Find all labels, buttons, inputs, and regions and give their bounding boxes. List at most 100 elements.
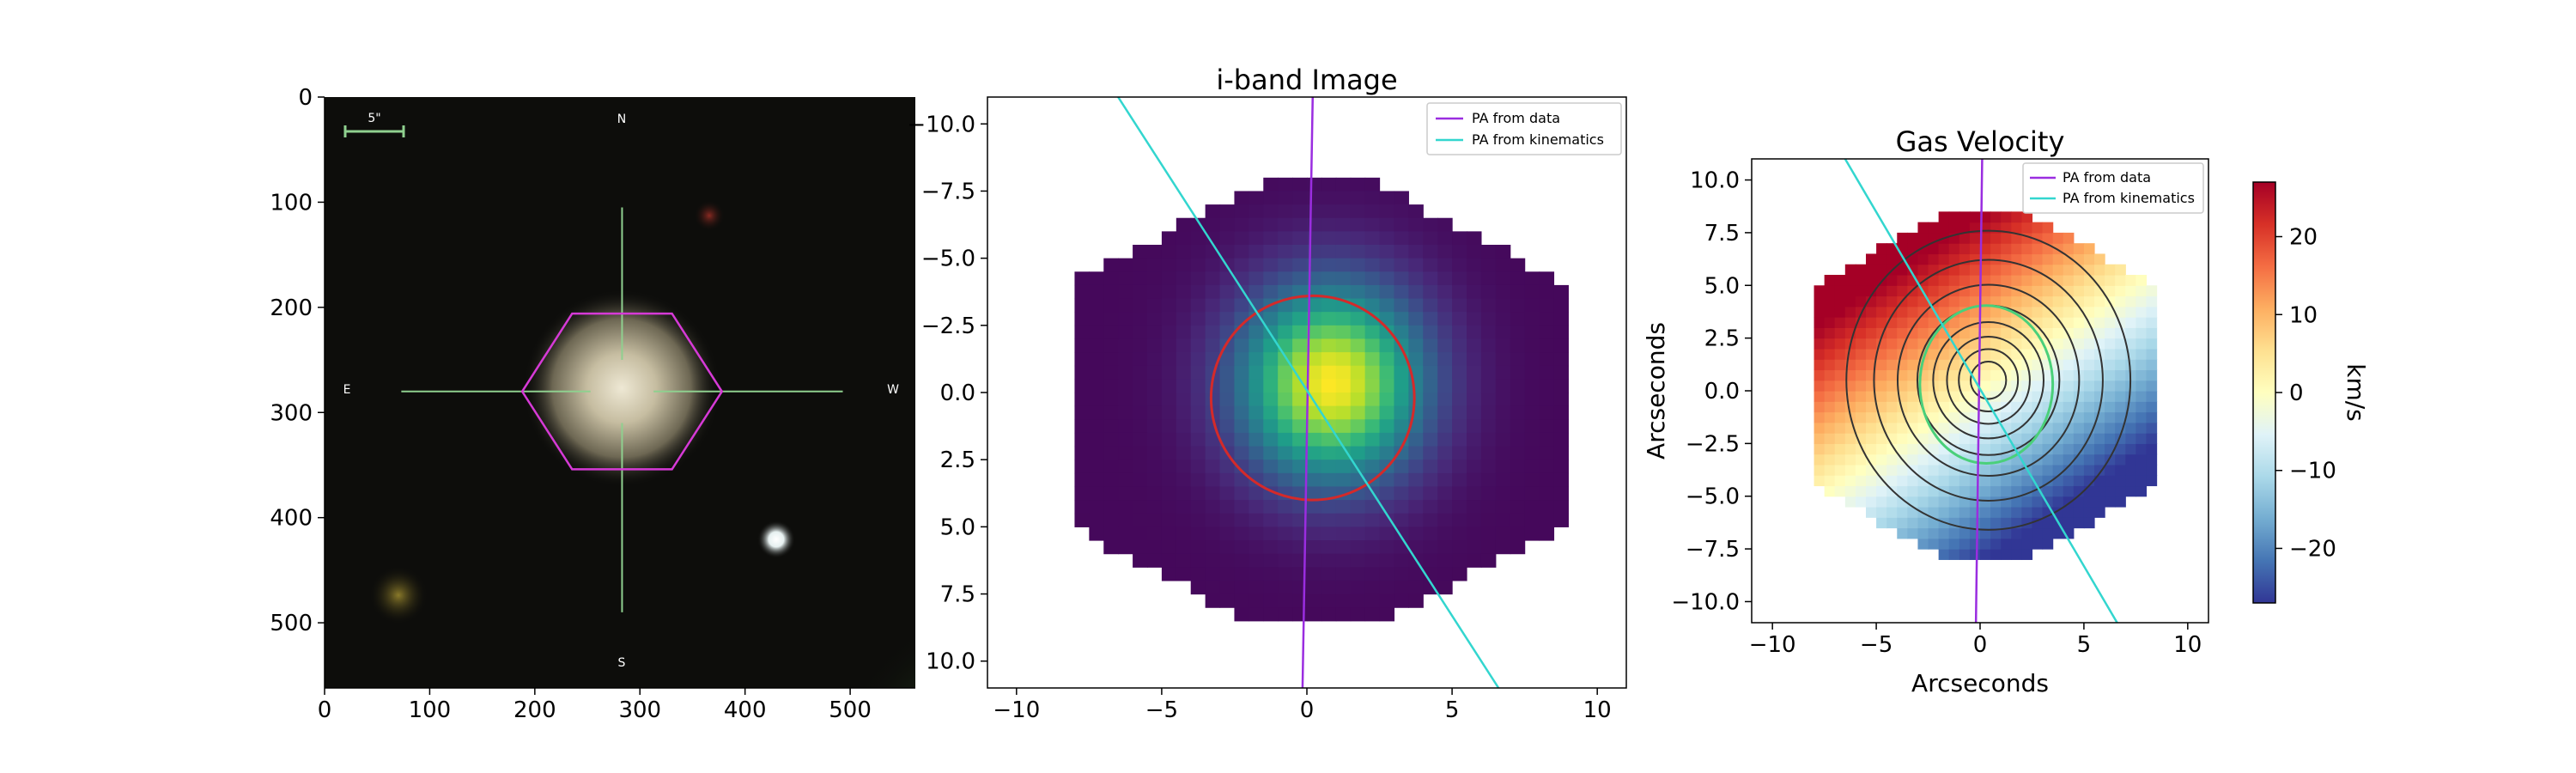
iband-pixel <box>1089 312 1104 326</box>
iband-pixel <box>1205 258 1221 272</box>
velocity-pixel <box>1928 507 1940 518</box>
iband-pixel <box>1263 567 1279 581</box>
iband-pixel <box>1161 365 1177 380</box>
velocity-pixel <box>1990 285 2002 297</box>
iband-pixel <box>1350 472 1366 488</box>
velocity-pixel <box>1928 401 1940 413</box>
velocity-pixel <box>2042 285 2054 297</box>
velocity-pixel <box>1928 275 1940 286</box>
velocity-pixel <box>2115 285 2126 297</box>
velocity-pixel <box>1866 264 1877 276</box>
iband-pixel <box>1219 298 1236 313</box>
velocity-pixel <box>2052 253 2064 265</box>
iband-pixel <box>1423 580 1438 595</box>
iband-pixel <box>1234 540 1249 555</box>
compass-south: S <box>618 656 626 670</box>
velocity-pixel <box>2001 264 2012 276</box>
iband-pixel <box>1190 540 1206 555</box>
velocity-pixel <box>1969 475 1981 487</box>
velocity-pixel <box>2011 275 2022 286</box>
velocity-pixel <box>2052 338 2064 350</box>
iband-pixel <box>1133 312 1148 326</box>
velocity-pixel <box>2073 391 2085 402</box>
velocity-pixel <box>2083 359 2095 371</box>
velocity-pixel <box>2136 391 2148 402</box>
iband-pixel <box>1133 352 1148 367</box>
velocity-pixel <box>1907 264 1919 276</box>
iband-pixel <box>1103 526 1119 541</box>
iband-pixel <box>1118 460 1133 474</box>
iband-pixel <box>1350 393 1366 407</box>
velocity-pixel <box>1824 327 1836 339</box>
iband-pixel <box>1219 245 1236 259</box>
velocity-pixel <box>1814 433 1826 444</box>
velocity-pixel <box>2063 306 2075 318</box>
velocity-pixel <box>2032 222 2044 234</box>
iband-pixel <box>1510 513 1526 527</box>
iband-pixel <box>1176 258 1192 272</box>
velocity-pixel <box>2042 369 2054 381</box>
iband-pixel <box>1161 245 1177 259</box>
iband-pixel <box>1103 271 1119 286</box>
velocity-pixel <box>1969 338 1981 350</box>
velocity-pixel <box>1948 527 1960 539</box>
iband-pixel <box>1190 284 1206 300</box>
iband-pixel <box>1234 580 1249 595</box>
iband-pixel <box>1423 271 1438 286</box>
iband-pixel <box>1205 580 1221 595</box>
velocity-pixel <box>2011 232 2022 244</box>
iband-pixel <box>1176 432 1192 447</box>
velocity-pixel <box>1824 475 1836 487</box>
iband-pixel <box>1495 271 1511 286</box>
velocity-pixel <box>2011 295 2022 307</box>
velocity-y-tick-label: 5.0 <box>1704 273 1740 299</box>
iband-pixel <box>1249 472 1264 488</box>
velocity-pixel <box>2105 359 2116 371</box>
velocity-pixel <box>1866 306 1877 318</box>
velocity-pixel <box>1969 359 1981 371</box>
velocity-pixel <box>1990 443 2002 455</box>
velocity-pixel <box>1948 222 1960 234</box>
velocity-pixel <box>2136 433 2148 444</box>
panel-iband: i-band Image −10 −5 0 5 10−10.0−7.5−5.0−2.50… <box>907 64 1627 723</box>
ifu-hexagon <box>520 312 724 471</box>
velocity-pixel <box>1834 411 1846 423</box>
velocity-pixel <box>2125 338 2136 350</box>
iband-pixel <box>1147 500 1163 514</box>
iband-legend: PA from data PA from kinematics <box>1426 102 1622 155</box>
iband-pixel <box>1118 258 1133 272</box>
iband-pixel <box>1539 513 1555 527</box>
velocity-pixel <box>1907 527 1919 539</box>
flux-contour <box>1896 283 2081 477</box>
iband-pixel <box>1074 284 1090 300</box>
iband-pixel <box>1219 365 1236 380</box>
velocity-pixel <box>1938 422 1950 434</box>
iband-pixel <box>1467 486 1482 501</box>
velocity-y-tick-label: −5.0 <box>1686 484 1740 510</box>
iband-pixel <box>1394 325 1409 340</box>
velocity-pixel <box>2042 232 2054 244</box>
velocity-pixel <box>1844 464 1856 476</box>
velocity-pixel <box>2042 433 2054 444</box>
velocity-pixel <box>2073 285 2085 297</box>
iband-pixel <box>1263 365 1279 380</box>
iband-pixel <box>1350 580 1366 595</box>
iband-pixel <box>1364 553 1381 568</box>
velocity-pixel <box>2052 496 2064 508</box>
iband-pixel <box>1350 540 1366 555</box>
iband-pixel <box>1292 258 1308 272</box>
iband-pixel <box>1495 540 1511 555</box>
iband-pixel <box>1495 352 1511 367</box>
iband-pixel <box>1205 567 1221 581</box>
velocity-pixel <box>2011 475 2022 487</box>
velocity-pixel <box>1866 285 1877 297</box>
velocity-pixel <box>1948 317 1960 328</box>
iband-pixel <box>1335 419 1352 434</box>
iband-pixel <box>1321 271 1337 286</box>
iband-pixel <box>1495 526 1511 541</box>
velocity-pixel <box>1876 243 1887 255</box>
iband-pixel <box>1510 365 1526 380</box>
velocity-pixel <box>1907 232 1919 244</box>
velocity-pixel <box>2021 380 2033 392</box>
iband-pixel <box>1524 312 1540 326</box>
